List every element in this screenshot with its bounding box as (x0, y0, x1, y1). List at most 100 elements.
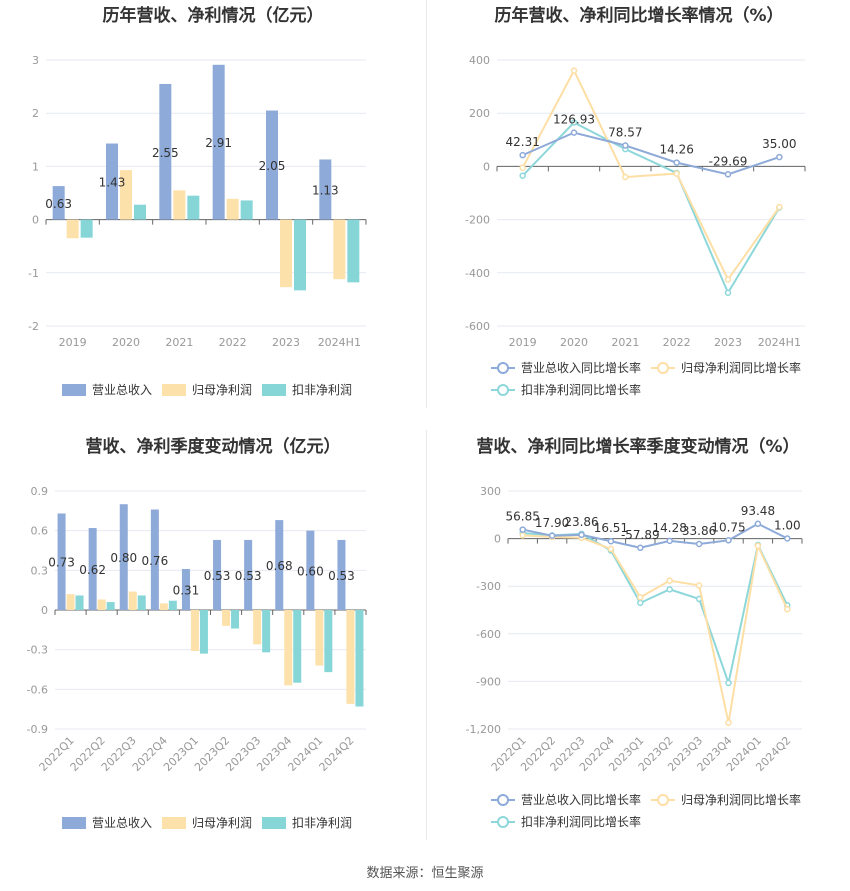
y-tick-label: -900 (476, 675, 501, 688)
bar-deducted-profit (75, 595, 84, 610)
x-tick-label: 2024H1 (318, 336, 361, 349)
x-tick-label: 2023 (272, 336, 300, 349)
point-deducted-profit (570, 119, 578, 126)
point-revenue (548, 532, 556, 540)
legend-item: 营业总收入同比增长率 (491, 792, 641, 807)
point-revenue (570, 129, 578, 136)
line-net-profit (521, 68, 781, 282)
bar-revenue (150, 509, 159, 610)
line-revenue (522, 522, 788, 549)
point-net-profit (519, 164, 526, 171)
legend-item: 扣非净利润 (262, 383, 352, 397)
bar-deducted-profit (199, 610, 208, 654)
point-revenue (754, 520, 762, 528)
bar-data-label: 0.60 (297, 564, 324, 578)
legend-label: 归母净利润同比增长率 (681, 360, 801, 375)
point-revenue (673, 159, 680, 166)
point-net-profit (570, 67, 578, 74)
point-deducted-profit (666, 586, 673, 593)
y-tick-label: -1 (28, 267, 39, 280)
bar-revenue (119, 504, 128, 610)
point-net-profit (673, 170, 680, 177)
point-net-profit (725, 719, 732, 726)
line-data-label: 35.00 (762, 137, 796, 151)
x-tick-label: 2021 (165, 336, 193, 349)
bar-net-profit (159, 603, 168, 610)
bar-deducted-profit (231, 610, 240, 629)
bar-data-label: 0.80 (110, 551, 137, 565)
y-tick-label: 0.3 (31, 564, 49, 577)
legend-item: 扣非净利润同比增长率 (491, 382, 641, 397)
bar-deducted-profit (294, 219, 306, 291)
chart-title: 营收、净利同比增长率季度变动情况（%） (476, 436, 799, 457)
legend-swatch (62, 384, 86, 396)
bar-deducted-profit (168, 600, 177, 610)
bar-revenue (306, 530, 315, 610)
bar-revenue (212, 64, 225, 220)
line-net-profit (522, 534, 789, 723)
chart-annual-growth: 历年营收、净利同比增长率情况（%） 400 200 0 -200 -400 -600 2019… (465, 5, 806, 397)
bar-revenue (88, 528, 97, 610)
point-net-profit (724, 276, 732, 283)
chart-quarterly-amount: 营收、净利季度变动情况（亿元） 0.9 0.6 0.3 0 -0.3 -0.6 -0.9 202… (27, 436, 367, 830)
legend-item: 归母净利润同比增长率 (651, 360, 801, 375)
x-tick-label: 2022 (663, 336, 691, 349)
bar-deducted-profit (134, 204, 146, 220)
legend-label: 归母净利润同比增长率 (681, 792, 801, 807)
x-tick-label: 2019 (59, 336, 87, 349)
bar-data-label: 0.53 (328, 569, 355, 583)
bar-data-label: 2.55 (152, 146, 179, 160)
legend-item: 扣非净利润 (262, 816, 352, 830)
legend-swatch (162, 817, 186, 829)
bar-net-profit (333, 219, 346, 280)
bar-data-label: 2.91 (205, 136, 232, 150)
line-data-label: 23.86 (564, 515, 598, 529)
line-data-label: 14.28 (653, 521, 687, 535)
point-revenue (578, 531, 585, 539)
bar-deducted-profit (347, 219, 360, 283)
point-deducted-profit (725, 679, 732, 687)
bar-net-profit (173, 190, 186, 220)
y-tick-label: -600 (465, 320, 490, 333)
line-data-label: 14.26 (659, 143, 693, 157)
y-tick-label: 0.6 (31, 525, 49, 538)
y-tick-label: -600 (476, 628, 501, 641)
vertical-divider-bottom (426, 430, 427, 840)
bar-data-label: 0.53 (235, 569, 262, 583)
bar-deducted-profit (187, 195, 200, 220)
bar-deducted-profit (106, 602, 115, 610)
y-tick-label: -300 (476, 580, 501, 593)
bar-net-profit (128, 591, 137, 610)
bar-net-profit (280, 219, 292, 288)
point-revenue (637, 544, 644, 552)
y-tick-label: -0.9 (27, 723, 48, 736)
chart-title: 营收、净利季度变动情况（亿元） (86, 436, 341, 457)
legend-label: 扣非净利润同比增长率 (521, 814, 641, 829)
y-tick-label: -0.3 (27, 644, 48, 657)
point-deducted-profit (519, 172, 526, 179)
legend-item: 归母净利润 (162, 383, 252, 397)
bar-data-label: 2.05 (259, 159, 286, 173)
point-net-profit (784, 605, 791, 613)
y-tick-label: 0 (494, 533, 501, 546)
legend-swatch (62, 817, 86, 829)
chart-title: 历年营收、净利同比增长率情况（%） (494, 5, 783, 26)
line-data-label: 10.75 (711, 520, 745, 534)
bar-deducted-profit (262, 610, 271, 653)
point-net-profit (776, 203, 783, 211)
y-tick-label: 0 (41, 604, 48, 617)
point-net-profit (622, 173, 629, 181)
bar-data-label: 0.63 (45, 197, 72, 211)
legend-marker (657, 362, 669, 374)
point-revenue (724, 171, 732, 178)
legend-item: 营业总收入同比增长率 (491, 360, 641, 375)
line-deducted-profit (521, 121, 781, 295)
x-tick-label: 2024Q2 (317, 734, 357, 774)
legend-swatch (262, 817, 286, 829)
line-data-label: 42.31 (505, 135, 539, 149)
legend-swatch (162, 384, 186, 396)
point-deducted-profit (724, 289, 732, 296)
x-tick-label: 2020 (560, 336, 588, 349)
y-tick-label: 200 (469, 107, 490, 120)
line-data-label: 56.85 (506, 510, 540, 524)
